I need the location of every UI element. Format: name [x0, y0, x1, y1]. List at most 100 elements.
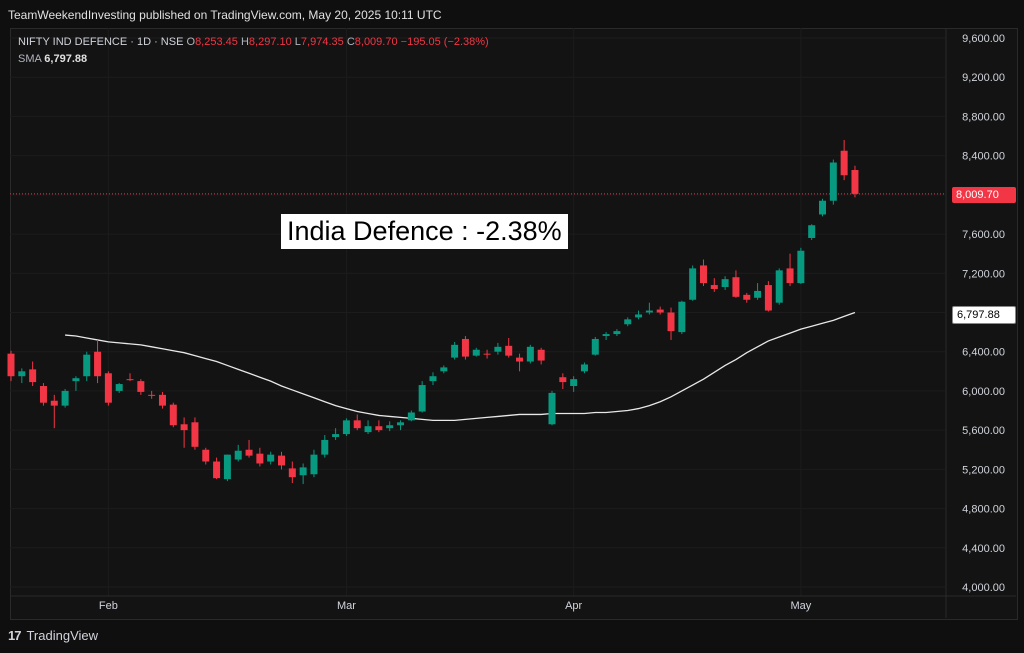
candle-down — [851, 165, 859, 198]
candle-body — [721, 279, 729, 288]
sma-legend[interactable]: SMA 6,797.88 — [18, 53, 87, 65]
y-tick-label: 9,600.00 — [962, 33, 1005, 45]
y-tick-label: 4,800.00 — [962, 504, 1005, 516]
open-label: O — [186, 36, 196, 48]
candle-body — [829, 162, 837, 201]
candle-down — [840, 139, 848, 181]
candle-up — [775, 268, 783, 305]
candle-up — [570, 376, 578, 392]
candle-up — [310, 449, 318, 478]
candle-down — [137, 379, 145, 395]
candle-body — [288, 468, 296, 478]
candle-down — [158, 391, 166, 409]
close-value: 8,009.70 — [354, 36, 398, 48]
candle-body — [461, 338, 469, 357]
candle-body — [559, 377, 567, 383]
candle-up — [797, 247, 805, 285]
candle-body — [494, 346, 502, 352]
y-tick-label: 7,600.00 — [962, 229, 1005, 241]
sma-price-tag: 6,797.88 — [952, 306, 1016, 324]
candle-down — [191, 417, 199, 450]
x-tick-label: Mar — [337, 600, 356, 612]
candle-down — [7, 350, 15, 382]
candle-body — [386, 425, 394, 429]
candle-down — [764, 281, 772, 312]
candle-down — [505, 337, 513, 358]
candle-body — [353, 420, 361, 429]
candle-body — [310, 454, 318, 475]
candle-up — [624, 317, 632, 327]
candle-body — [689, 268, 697, 300]
candle-body — [94, 351, 102, 377]
candle-down — [786, 253, 794, 287]
candle-body — [72, 378, 80, 382]
candle-down — [245, 439, 253, 458]
candle-body — [851, 170, 859, 194]
candle-up — [267, 451, 275, 465]
candle-up — [472, 347, 480, 357]
candle-body — [797, 250, 805, 284]
y-tick-label: 4,400.00 — [962, 543, 1005, 555]
high-value: 8,297.10 — [248, 36, 292, 48]
close-label: C — [346, 36, 355, 48]
sma-label: SMA — [18, 53, 42, 65]
candle-body — [321, 439, 329, 455]
candle-body — [158, 394, 166, 406]
candle-up — [72, 376, 80, 391]
candle-up — [808, 224, 816, 240]
candle-body — [223, 454, 231, 480]
tradingview-brand: TradingView — [26, 628, 99, 643]
annotation-label[interactable]: India Defence : -2.38% — [281, 214, 568, 249]
candle-down — [256, 447, 264, 467]
candle-body — [472, 349, 480, 356]
sma-value: 6,797.88 — [44, 53, 88, 65]
change-value: −195.05 (−2.38%) — [400, 36, 489, 48]
footer[interactable]: 17 TradingView — [8, 628, 98, 643]
candle-down — [537, 347, 545, 365]
candle-body — [342, 420, 350, 435]
candle-up — [418, 381, 426, 413]
candle-up — [613, 329, 621, 337]
candle-body — [537, 349, 545, 361]
ohlc-legend: NIFTY IND DEFENCE · 1D · NSE O8,253.45 H… — [18, 36, 489, 48]
candle-up — [645, 302, 653, 315]
candle-body — [202, 449, 210, 462]
y-tick-label: 5,200.00 — [962, 464, 1005, 476]
x-tick-label: May — [790, 600, 811, 612]
candle-up — [234, 444, 242, 462]
candle-up — [678, 300, 686, 335]
open-value: 8,253.45 — [195, 36, 238, 48]
candle-body — [819, 200, 826, 215]
low-value: 7,974.35 — [300, 36, 344, 48]
candle-body — [483, 353, 491, 355]
candle-body — [278, 455, 285, 466]
candle-down — [94, 339, 102, 384]
candle-body — [364, 426, 372, 433]
candle-body — [743, 294, 751, 300]
candle-down — [699, 259, 707, 287]
candle-body — [332, 434, 340, 438]
candle-body — [548, 392, 556, 425]
candle-body — [50, 400, 58, 406]
candle-body — [213, 461, 221, 479]
candle-body — [732, 277, 740, 297]
candle-up — [18, 368, 26, 384]
candle-body — [699, 265, 707, 284]
y-tick-label: 8,800.00 — [962, 111, 1005, 123]
candle-body — [83, 354, 91, 377]
candle-body — [148, 394, 156, 396]
candle-body — [645, 310, 653, 313]
candle-body — [440, 367, 448, 372]
candle-up — [364, 420, 372, 435]
candle-body — [104, 373, 112, 403]
candle-up — [635, 310, 643, 320]
candle-down — [213, 457, 221, 480]
candle-up — [451, 341, 459, 360]
candle-down — [278, 451, 285, 470]
candle-down — [180, 417, 188, 448]
candle-down — [516, 353, 524, 372]
candle-body — [775, 270, 783, 303]
chart-frame[interactable] — [10, 28, 1018, 620]
candle-up — [819, 198, 826, 217]
